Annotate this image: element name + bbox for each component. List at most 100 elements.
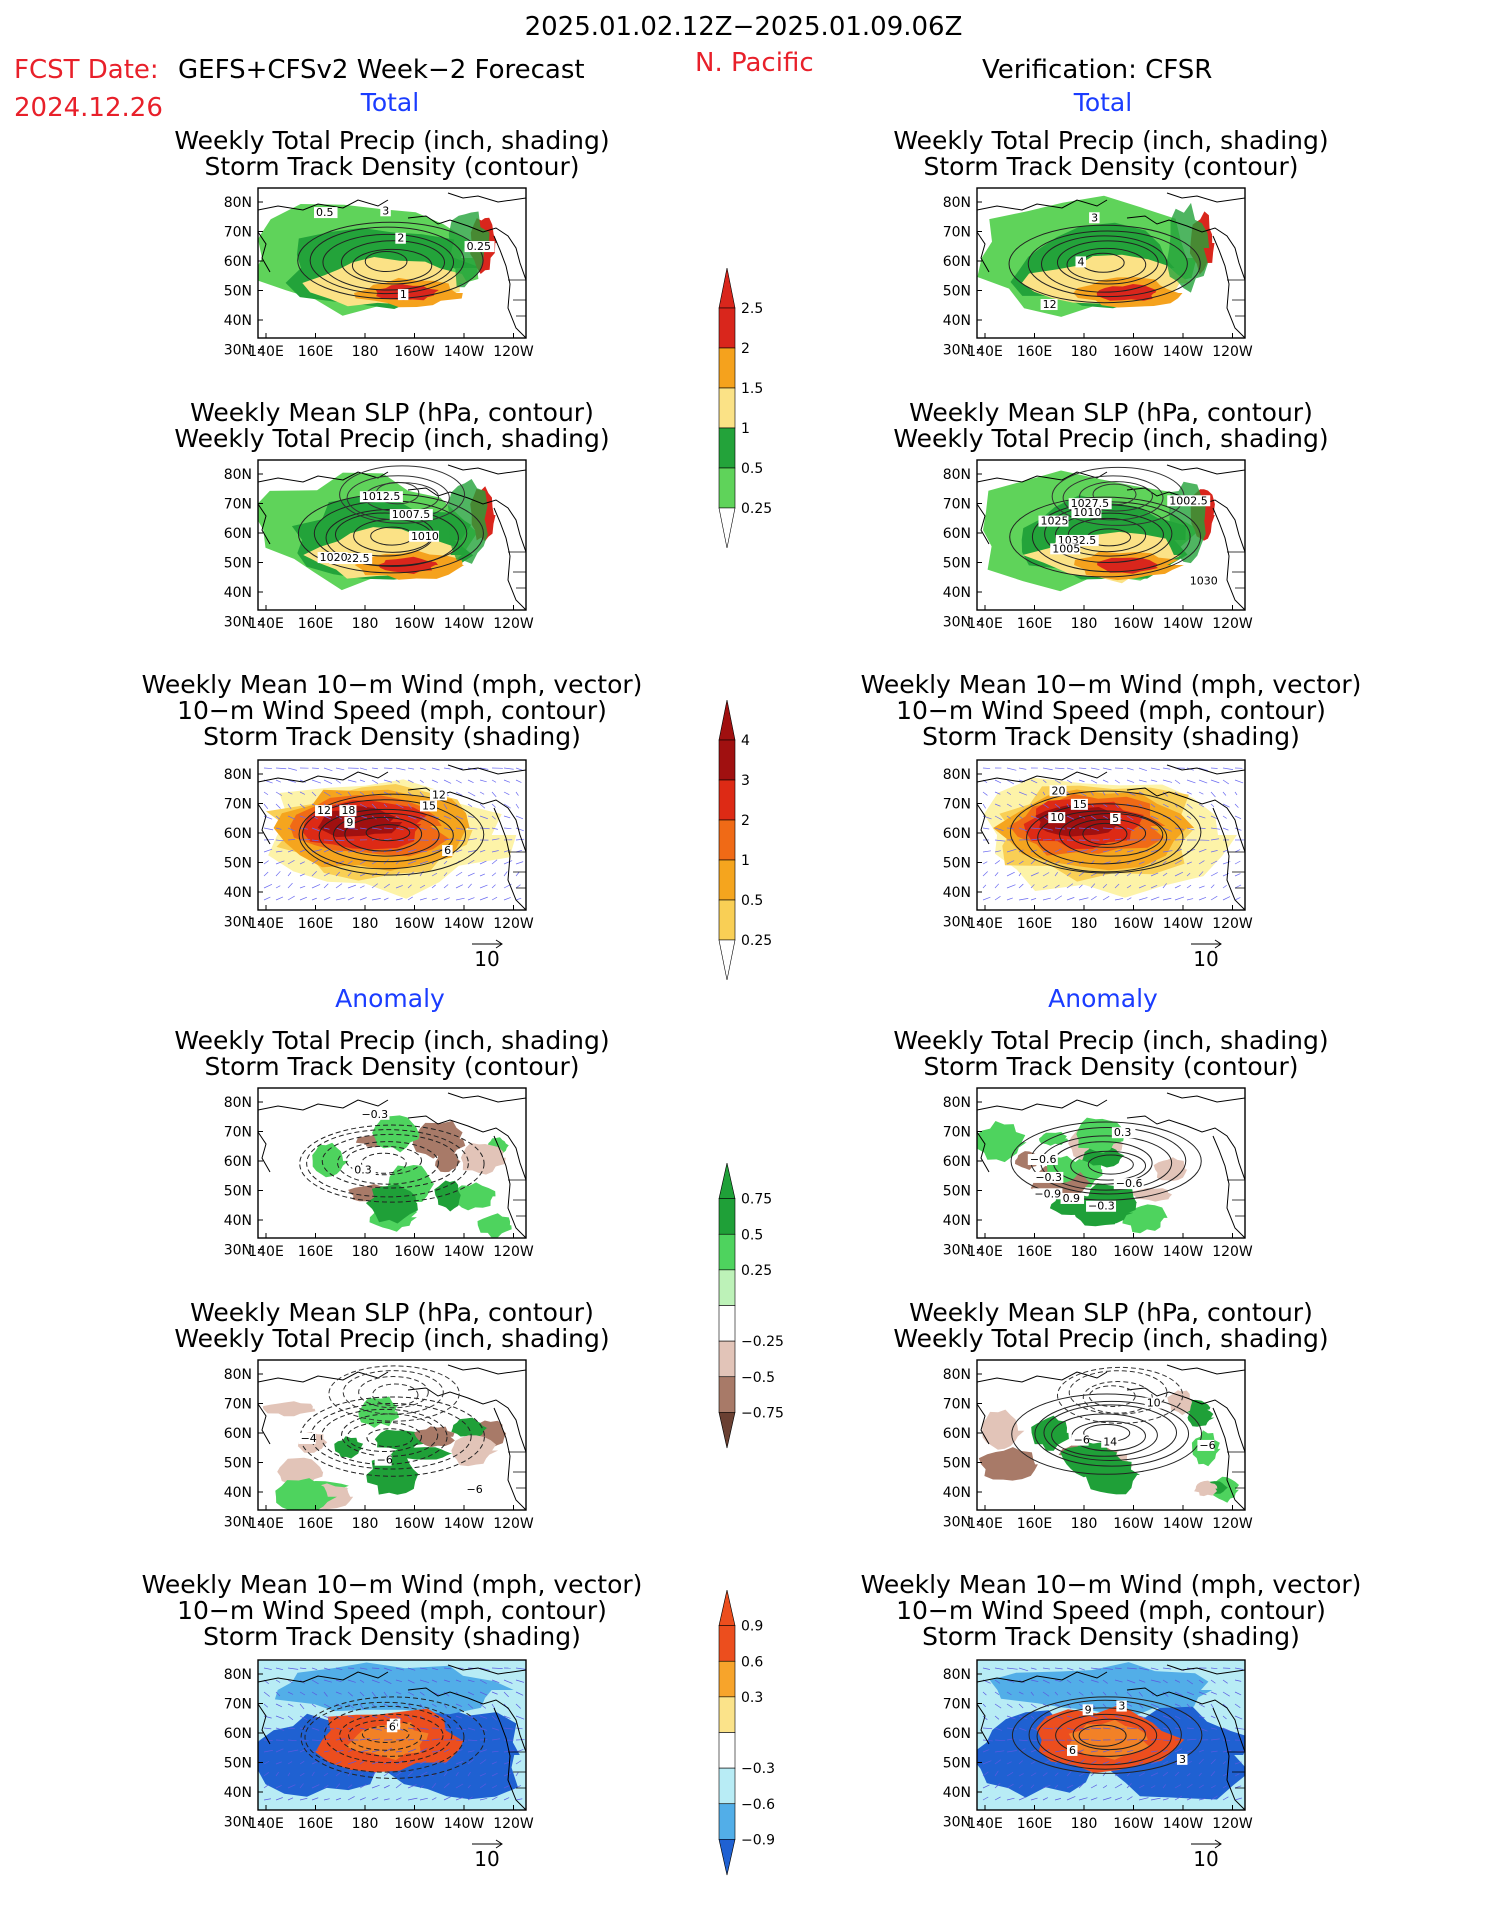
colorbar-label: 0.25	[741, 501, 772, 517]
lon-tick-label: 180	[352, 616, 379, 632]
lat-tick-label: 50N	[943, 556, 971, 572]
panel-title-line: Storm Track Density (shading)	[203, 722, 581, 751]
vector-reference-label: 10	[474, 1847, 499, 1871]
contour-label-bg	[1033, 1171, 1064, 1183]
lon-tick-label: 140E	[967, 344, 1003, 360]
lat-tick-label: 30N	[943, 1815, 971, 1831]
panel-title: Weekly Mean 10−m Wind (mph, vector) 10−m …	[817, 1572, 1405, 1650]
lat-tick-label: 30N	[943, 1515, 971, 1531]
panel-title-line: Weekly Mean 10−m Wind (mph, vector)	[860, 670, 1362, 699]
lon-tick-label: 120W	[493, 1244, 534, 1260]
lat-tick-label: 80N	[943, 1095, 971, 1111]
lat-tick-label: 30N	[943, 1243, 971, 1259]
contour-label-bg	[1167, 495, 1211, 507]
lon-tick-label: 180	[1071, 344, 1098, 360]
contour-label: 0.3	[354, 1164, 372, 1177]
lon-tick-label: 160E	[1017, 1244, 1053, 1260]
lat-tick-label: 30N	[224, 1243, 252, 1259]
lon-tick-label: 140E	[248, 916, 284, 932]
colorbar-label: 0.25	[741, 1263, 772, 1279]
lon-tick-label: 160W	[394, 1244, 435, 1260]
lon-tick-label: 180	[1071, 1244, 1098, 1260]
contour-label-bg	[1101, 1436, 1119, 1448]
contour-label: 20	[1052, 784, 1066, 797]
lon-tick-label: 160W	[1113, 916, 1154, 932]
lat-tick-label: 30N	[943, 615, 971, 631]
lat-tick-label: 30N	[943, 343, 971, 359]
lon-tick-label: 120W	[493, 344, 534, 360]
lat-tick-label: 50N	[943, 1456, 971, 1472]
contour-label-bg	[1187, 575, 1218, 587]
lon-tick-label: 180	[352, 916, 379, 932]
lon-tick-label: 120W	[493, 1516, 534, 1532]
lon-tick-label: 160E	[298, 1516, 334, 1532]
lat-tick-label: 60N	[224, 1726, 252, 1742]
lat-tick-label: 40N	[943, 1785, 971, 1801]
panel-title-line: 10−m Wind Speed (mph, contour)	[177, 696, 607, 725]
map-panel-fcst-anom-wind: 6680N70N60N50N40N30N140E160E180160W140W1…	[224, 1659, 534, 1832]
lat-tick-label: 40N	[224, 1213, 252, 1229]
colorbar-label: −0.6	[741, 1797, 775, 1813]
lat-tick-label: 60N	[224, 1426, 252, 1442]
lat-tick-label: 70N	[943, 1697, 971, 1713]
lat-tick-label: 60N	[224, 826, 252, 842]
model-label: GEFS+CFSv2 Week−2 Forecast	[178, 55, 585, 85]
contour-label-bg	[389, 509, 433, 521]
contour-label-bg	[298, 1432, 316, 1444]
panel-title: Weekly Total Precip (inch, shading) Storm…	[817, 128, 1405, 180]
colorbar-label: 2.5	[741, 301, 763, 317]
fcst-date-value: 2024.12.26	[14, 93, 163, 123]
contour-label-bg	[1027, 1154, 1058, 1166]
panel-title-line: Storm Track Density (shading)	[922, 722, 1300, 751]
lon-tick-label: 120W	[1212, 916, 1253, 932]
contour-label: 3	[382, 204, 389, 217]
lon-tick-label: 120W	[493, 616, 534, 632]
lon-tick-label: 180	[352, 1516, 379, 1532]
panel-title-line: Storm Track Density (contour)	[923, 1052, 1299, 1081]
panel-title: Weekly Total Precip (inch, shading) Storm…	[98, 1028, 686, 1080]
contour-label: 10	[1147, 1397, 1161, 1410]
lon-tick-label: 140E	[248, 1244, 284, 1260]
colorbar-label: 0.5	[741, 893, 763, 909]
obs-anomaly-section: Anomaly	[1048, 984, 1158, 1013]
panel-title-line: Storm Track Density (contour)	[923, 152, 1299, 181]
lon-tick-label: 160E	[1017, 616, 1053, 632]
lat-tick-label: 30N	[943, 915, 971, 931]
lon-tick-label: 160W	[394, 616, 435, 632]
colorbar-label: 2	[741, 813, 750, 829]
lon-tick-label: 160W	[1113, 1516, 1154, 1532]
lon-tick-label: 140W	[1163, 1816, 1204, 1832]
panel-title-line: Weekly Total Precip (inch, shading)	[893, 126, 1329, 155]
contour-label-bg	[1068, 498, 1112, 510]
colorbar-label: 0.3	[741, 1690, 763, 1706]
contour-label: −0.6	[1116, 1177, 1143, 1190]
lat-tick-label: 60N	[943, 254, 971, 270]
lon-tick-label: 160W	[1113, 1816, 1154, 1832]
contour-label-bg	[1032, 1188, 1063, 1200]
lon-tick-label: 160E	[298, 1244, 334, 1260]
contour-label-bg	[374, 1454, 392, 1466]
panel-title-line: Weekly Mean SLP (hPa, contour)	[190, 398, 594, 427]
contour-label-bg	[1071, 507, 1102, 519]
contour-label: 2	[397, 232, 404, 245]
lat-tick-label: 50N	[224, 284, 252, 300]
contour-label: 1005	[1052, 542, 1080, 555]
contour-label: 0.25	[467, 240, 492, 253]
contour-label: −0.6	[1030, 1153, 1057, 1166]
colorbar-label: 1	[741, 421, 750, 437]
lat-tick-label: 40N	[943, 1213, 971, 1229]
contour-label: 1030	[1190, 575, 1218, 588]
lon-tick-label: 140W	[444, 1816, 485, 1832]
panel-title-line: 10−m Wind Speed (mph, contour)	[896, 1596, 1326, 1625]
lat-tick-label: 80N	[943, 1367, 971, 1383]
contour-label-bg	[1066, 1744, 1078, 1756]
colorbar-label: −0.9	[741, 1832, 775, 1848]
panel-title: Weekly Mean 10−m Wind (mph, vector) 10−m …	[98, 672, 686, 750]
colorbar-label: −0.75	[741, 1405, 784, 1421]
panel-title: Weekly Mean 10−m Wind (mph, vector) 10−m …	[817, 672, 1405, 750]
